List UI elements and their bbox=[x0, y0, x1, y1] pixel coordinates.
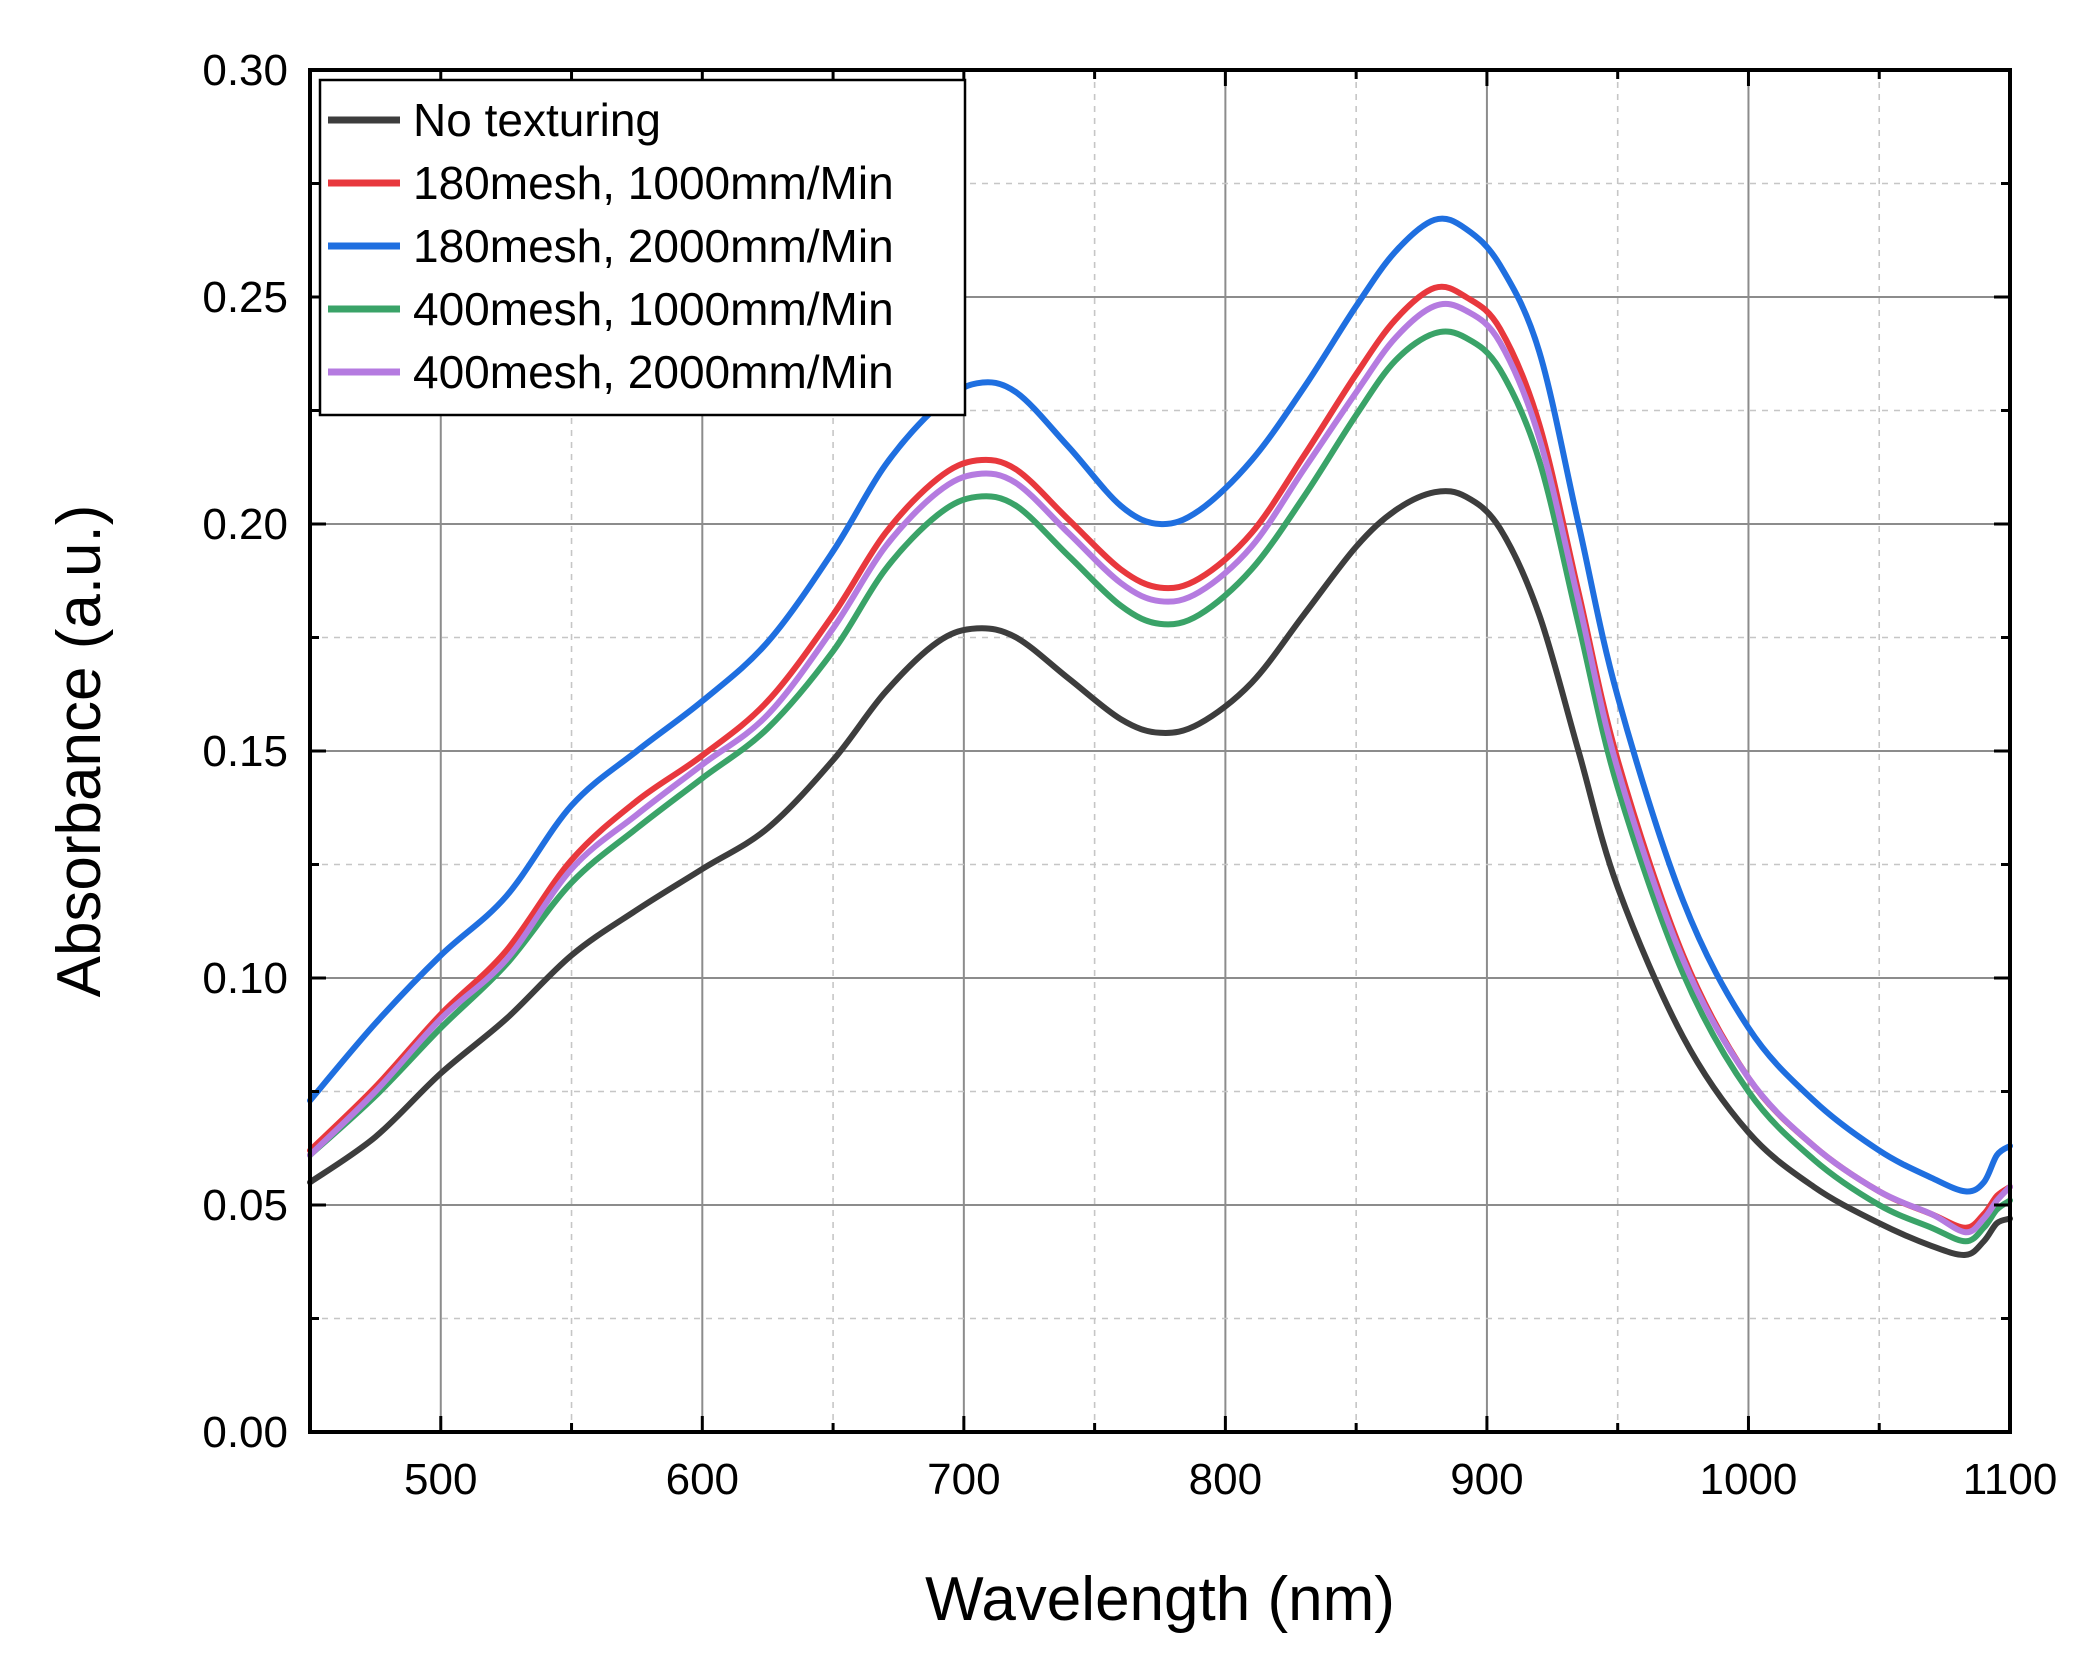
y-tick-label: 0.25 bbox=[202, 273, 288, 322]
x-tick-label: 600 bbox=[666, 1455, 739, 1504]
legend-label: 400mesh, 2000mm/Min bbox=[413, 346, 894, 398]
legend-label: No texturing bbox=[413, 94, 661, 146]
legend: No texturing 180mesh, 1000mm/Min 180mesh, … bbox=[318, 78, 967, 417]
y-tick-label: 0.20 bbox=[202, 500, 288, 549]
x-tick-label: 500 bbox=[404, 1455, 477, 1504]
x-tick-label: 1100 bbox=[1963, 1455, 2058, 1504]
x-tick-labels: 500 600 700 800 900 1000 1100 bbox=[404, 1455, 2057, 1504]
grid-lines bbox=[310, 70, 2010, 1432]
x-tick-label: 1000 bbox=[1700, 1455, 1798, 1504]
axis-ticks bbox=[308, 68, 2012, 1434]
y-tick-label: 0.10 bbox=[202, 954, 288, 1003]
y-tick-labels: 0.00 0.05 0.10 0.15 0.20 0.25 0.30 bbox=[202, 46, 288, 1457]
series-line-3 bbox=[307, 215, 2013, 1195]
y-tick-label: 0.00 bbox=[202, 1408, 288, 1457]
legend-label: 180mesh, 1000mm/Min bbox=[413, 157, 894, 209]
x-tick-label: 900 bbox=[1450, 1455, 1523, 1504]
legend-label: 180mesh, 2000mm/Min bbox=[413, 220, 894, 272]
y-axis-title: Absorbance (a.u.) bbox=[45, 505, 114, 998]
legend-box bbox=[318, 78, 967, 417]
x-tick-label: 800 bbox=[1189, 1455, 1262, 1504]
y-tick-label: 0.15 bbox=[202, 727, 288, 776]
y-tick-label: 0.30 bbox=[202, 46, 288, 95]
series-line-5 bbox=[307, 300, 2013, 1236]
x-axis-title: Wavelength (nm) bbox=[925, 1565, 1395, 1634]
legend-label: 400mesh, 1000mm/Min bbox=[413, 283, 894, 335]
series-lines bbox=[307, 215, 2013, 1258]
series-line-4 bbox=[307, 328, 2013, 1245]
series-line-1 bbox=[307, 488, 2013, 1258]
x-tick-label: 700 bbox=[927, 1455, 1000, 1504]
y-tick-label: 0.05 bbox=[202, 1181, 288, 1230]
